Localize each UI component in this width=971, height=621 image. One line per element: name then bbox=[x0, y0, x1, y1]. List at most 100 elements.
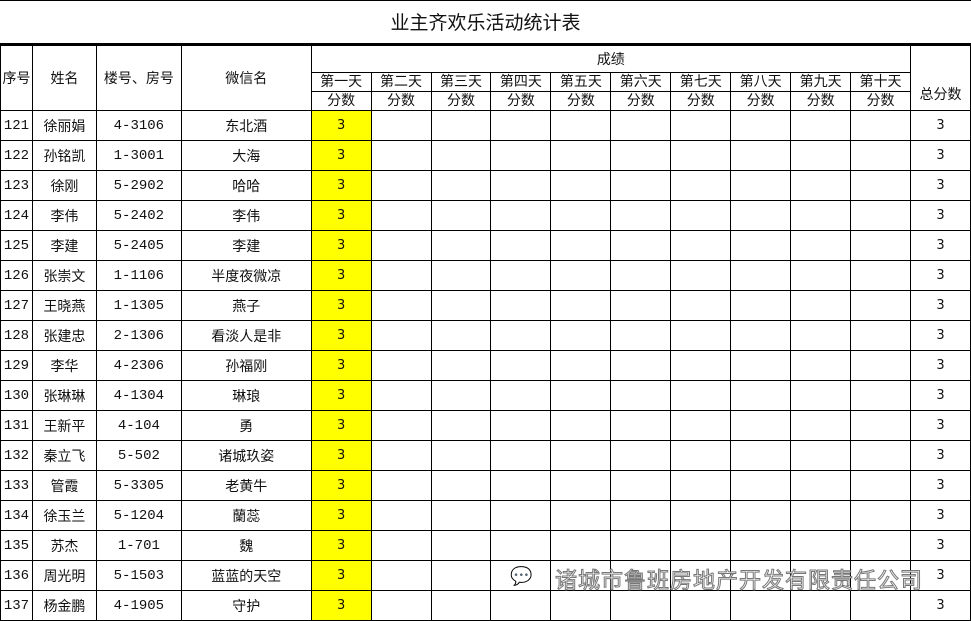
cell-day8-score[interactable] bbox=[730, 200, 792, 231]
cell-day2-score[interactable] bbox=[370, 260, 432, 291]
cell-day4-score[interactable] bbox=[490, 230, 552, 261]
cell-day10-score[interactable] bbox=[850, 260, 911, 291]
cell-day6-score[interactable] bbox=[610, 290, 672, 321]
cell-day9-score[interactable] bbox=[790, 380, 852, 411]
cell-room[interactable]: 4-3106 bbox=[95, 110, 182, 141]
cell-day4-score[interactable] bbox=[490, 110, 552, 141]
cell-day6-score[interactable] bbox=[610, 410, 672, 441]
cell-day3-score[interactable] bbox=[430, 140, 492, 171]
cell-day1-score[interactable]: 3 bbox=[310, 440, 372, 471]
cell-day1-score[interactable]: 3 bbox=[310, 560, 372, 591]
cell-seq[interactable]: 130 bbox=[0, 380, 33, 411]
cell-day4-score[interactable] bbox=[490, 530, 552, 561]
cell-wechat[interactable]: 守护 bbox=[180, 590, 312, 621]
cell-seq[interactable]: 127 bbox=[0, 290, 33, 321]
cell-day6-score[interactable] bbox=[610, 350, 672, 381]
cell-day3-score[interactable] bbox=[430, 470, 492, 501]
cell-day7-score[interactable] bbox=[670, 260, 732, 291]
cell-wechat[interactable]: 哈哈 bbox=[180, 170, 312, 201]
cell-day5-score[interactable] bbox=[550, 230, 612, 261]
cell-wechat[interactable]: 蓝蓝的天空 bbox=[180, 560, 312, 591]
cell-day8-score[interactable] bbox=[730, 470, 792, 501]
cell-day6-score[interactable] bbox=[610, 380, 672, 411]
cell-day7-score[interactable] bbox=[670, 290, 732, 321]
cell-day4-score[interactable] bbox=[490, 320, 552, 351]
cell-day5-score[interactable] bbox=[550, 500, 612, 531]
cell-day9-score[interactable] bbox=[790, 170, 852, 201]
cell-day4-score[interactable] bbox=[490, 140, 552, 171]
cell-day5-score[interactable] bbox=[550, 170, 612, 201]
cell-wechat[interactable]: 勇 bbox=[180, 410, 312, 441]
cell-day7-score[interactable] bbox=[670, 530, 732, 561]
cell-wechat[interactable]: 半度夜微凉 bbox=[180, 260, 312, 291]
cell-day10-score[interactable] bbox=[850, 200, 911, 231]
cell-seq[interactable]: 121 bbox=[0, 110, 33, 141]
cell-total[interactable]: 3 bbox=[910, 350, 971, 381]
cell-day10-score[interactable] bbox=[850, 320, 911, 351]
cell-day2-score[interactable] bbox=[370, 320, 432, 351]
cell-day3-score[interactable] bbox=[430, 380, 492, 411]
cell-day10-score[interactable] bbox=[850, 560, 911, 591]
cell-day9-score[interactable] bbox=[790, 530, 852, 561]
cell-day9-score[interactable] bbox=[790, 440, 852, 471]
cell-day4-score[interactable] bbox=[490, 410, 552, 441]
cell-seq[interactable]: 129 bbox=[0, 350, 33, 381]
cell-seq[interactable]: 123 bbox=[0, 170, 33, 201]
cell-day5-score[interactable] bbox=[550, 410, 612, 441]
cell-name[interactable]: 苏杰 bbox=[31, 530, 97, 561]
cell-day5-score[interactable] bbox=[550, 560, 612, 591]
cell-day1-score[interactable]: 3 bbox=[310, 320, 372, 351]
cell-day9-score[interactable] bbox=[790, 140, 852, 171]
cell-day6-score[interactable] bbox=[610, 170, 672, 201]
cell-day8-score[interactable] bbox=[730, 590, 792, 621]
cell-day7-score[interactable] bbox=[670, 320, 732, 351]
cell-day4-score[interactable] bbox=[490, 470, 552, 501]
cell-day5-score[interactable] bbox=[550, 140, 612, 171]
cell-day2-score[interactable] bbox=[370, 290, 432, 321]
cell-day4-score[interactable] bbox=[490, 200, 552, 231]
cell-seq[interactable]: 132 bbox=[0, 440, 33, 471]
cell-day1-score[interactable]: 3 bbox=[310, 380, 372, 411]
cell-day6-score[interactable] bbox=[610, 440, 672, 471]
cell-day5-score[interactable] bbox=[550, 200, 612, 231]
cell-day7-score[interactable] bbox=[670, 230, 732, 261]
cell-day7-score[interactable] bbox=[670, 110, 732, 141]
cell-room[interactable]: 5-2405 bbox=[95, 230, 182, 261]
cell-name[interactable]: 王新平 bbox=[31, 410, 97, 441]
cell-day1-score[interactable]: 3 bbox=[310, 290, 372, 321]
cell-day4-score[interactable] bbox=[490, 170, 552, 201]
cell-day7-score[interactable] bbox=[670, 500, 732, 531]
cell-wechat[interactable]: 老黄牛 bbox=[180, 470, 312, 501]
cell-day2-score[interactable] bbox=[370, 530, 432, 561]
cell-day5-score[interactable] bbox=[550, 440, 612, 471]
cell-day10-score[interactable] bbox=[850, 140, 911, 171]
cell-seq[interactable]: 135 bbox=[0, 530, 33, 561]
cell-day3-score[interactable] bbox=[430, 500, 492, 531]
cell-total[interactable]: 3 bbox=[910, 500, 971, 531]
cell-total[interactable]: 3 bbox=[910, 440, 971, 471]
cell-room[interactable]: 4-2306 bbox=[95, 350, 182, 381]
cell-day7-score[interactable] bbox=[670, 170, 732, 201]
cell-day7-score[interactable] bbox=[670, 140, 732, 171]
cell-wechat[interactable]: 琳琅 bbox=[180, 380, 312, 411]
cell-total[interactable]: 3 bbox=[910, 230, 971, 261]
cell-day6-score[interactable] bbox=[610, 590, 672, 621]
cell-total[interactable]: 3 bbox=[910, 470, 971, 501]
cell-wechat[interactable]: 李伟 bbox=[180, 200, 312, 231]
cell-day5-score[interactable] bbox=[550, 470, 612, 501]
cell-day10-score[interactable] bbox=[850, 440, 911, 471]
cell-day10-score[interactable] bbox=[850, 470, 911, 501]
cell-day4-score[interactable] bbox=[490, 350, 552, 381]
cell-day6-score[interactable] bbox=[610, 200, 672, 231]
cell-day10-score[interactable] bbox=[850, 110, 911, 141]
cell-day8-score[interactable] bbox=[730, 230, 792, 261]
cell-day1-score[interactable]: 3 bbox=[310, 260, 372, 291]
cell-day9-score[interactable] bbox=[790, 470, 852, 501]
cell-day1-score[interactable]: 3 bbox=[310, 500, 372, 531]
cell-name[interactable]: 张建忠 bbox=[31, 320, 97, 351]
cell-day10-score[interactable] bbox=[850, 350, 911, 381]
cell-room[interactable]: 4-104 bbox=[95, 410, 182, 441]
cell-day1-score[interactable]: 3 bbox=[310, 170, 372, 201]
cell-day2-score[interactable] bbox=[370, 440, 432, 471]
cell-room[interactable]: 2-1306 bbox=[95, 320, 182, 351]
